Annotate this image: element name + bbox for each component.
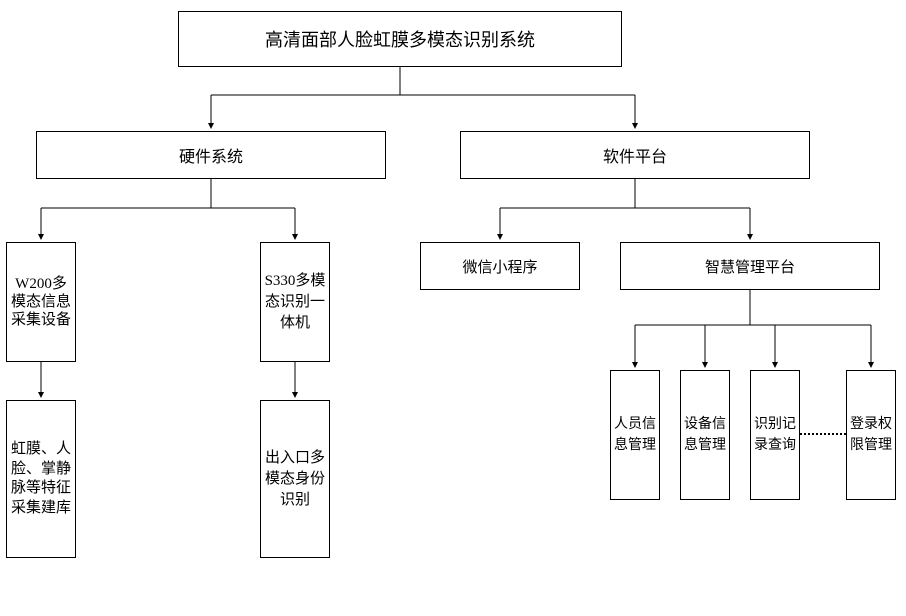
node-wechat: 微信小程序 (420, 242, 580, 290)
node-hw-leaf-1: 虹膜、人脸、掌静脉等特征采集建库 (6, 400, 76, 558)
node-sw-leaf-3: 识别记录查询 (750, 370, 800, 500)
node-hw-leaf-2: 出入口多模态身份识别 (260, 400, 330, 558)
node-platform: 智慧管理平台 (620, 242, 880, 290)
node-w200-label: W200多模态信息采集设备 (9, 275, 73, 329)
node-sw-leaf-4-label: 登录权限管理 (849, 414, 893, 456)
node-hardware-label: 硬件系统 (179, 143, 243, 167)
node-root: 高清面部人脸虹膜多模态识别系统 (178, 11, 622, 67)
node-sw-leaf-2-label: 设备信息管理 (683, 414, 727, 456)
node-hw-leaf-1-label: 虹膜、人脸、掌静脉等特征采集建库 (9, 440, 73, 518)
ellipsis-dots (800, 433, 846, 435)
node-wechat-label: 微信小程序 (462, 256, 537, 277)
node-root-label: 高清面部人脸虹膜多模态识别系统 (265, 26, 535, 52)
node-sw-leaf-1: 人员信息管理 (610, 370, 660, 500)
node-sw-leaf-3-label: 识别记录查询 (753, 414, 797, 456)
node-sw-leaf-2: 设备信息管理 (680, 370, 730, 500)
node-s330: S330多模态识别一体机 (260, 242, 330, 362)
node-sw-leaf-1-label: 人员信息管理 (613, 414, 657, 456)
node-s330-label: S330多模态识别一体机 (263, 271, 327, 334)
node-software: 软件平台 (460, 131, 810, 179)
node-hw-leaf-2-label: 出入口多模态身份识别 (263, 448, 327, 511)
node-w200: W200多模态信息采集设备 (6, 242, 76, 362)
tree-connectors (0, 0, 906, 616)
node-platform-label: 智慧管理平台 (705, 256, 795, 277)
node-software-label: 软件平台 (603, 143, 667, 167)
node-sw-leaf-4: 登录权限管理 (846, 370, 896, 500)
node-hardware: 硬件系统 (36, 131, 386, 179)
